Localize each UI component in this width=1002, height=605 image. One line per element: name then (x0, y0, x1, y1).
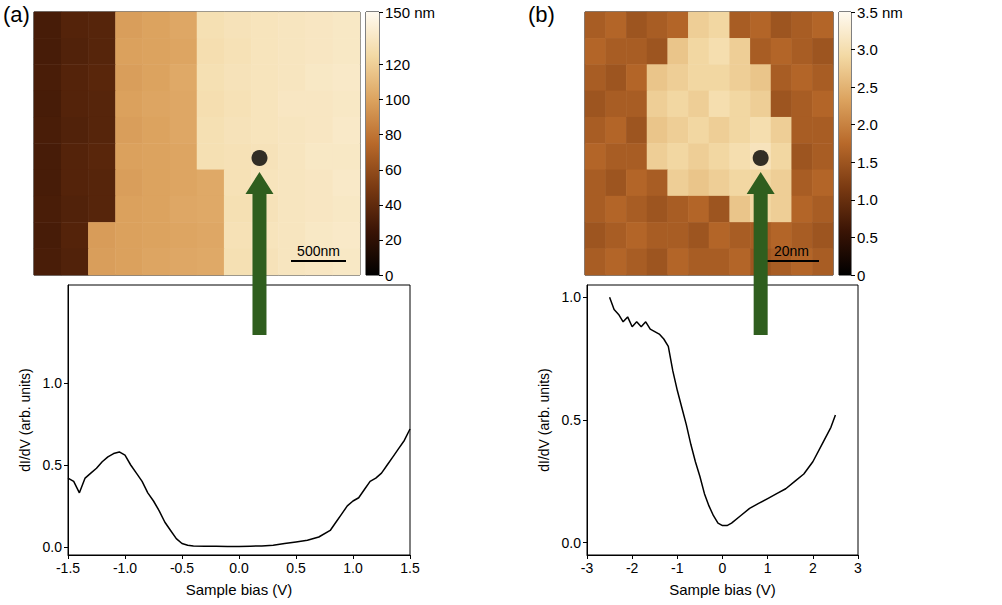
svg-text:500nm: 500nm (297, 243, 340, 259)
svg-text:3.0: 3.0 (857, 41, 878, 58)
svg-text:1.0: 1.0 (857, 191, 878, 208)
svg-text:(b): (b) (528, 2, 555, 27)
svg-text:1.0: 1.0 (43, 375, 63, 391)
svg-text:-1.5: -1.5 (56, 560, 80, 576)
svg-text:Sample bias (V): Sample bias (V) (669, 581, 776, 598)
svg-text:0: 0 (385, 267, 393, 284)
svg-text:0: 0 (719, 560, 727, 576)
svg-text:1.0: 1.0 (562, 289, 582, 305)
svg-text:20: 20 (385, 231, 402, 248)
svg-text:0.5: 0.5 (857, 229, 878, 246)
svg-text:dI/dV (arb. units): dI/dV (arb. units) (536, 368, 552, 472)
svg-text:150 nm: 150 nm (385, 4, 435, 21)
svg-text:-0.5: -0.5 (170, 560, 194, 576)
svg-text:1.0: 1.0 (343, 560, 363, 576)
svg-text:20nm: 20nm (774, 243, 809, 259)
svg-text:2.0: 2.0 (857, 116, 878, 133)
svg-text:3: 3 (854, 560, 862, 576)
svg-text:60: 60 (385, 161, 402, 178)
svg-text:0.0: 0.0 (562, 535, 582, 551)
svg-text:120: 120 (385, 56, 410, 73)
svg-text:-3: -3 (581, 560, 594, 576)
svg-text:-1: -1 (671, 560, 684, 576)
svg-text:0.0: 0.0 (43, 539, 63, 555)
svg-text:2.5: 2.5 (857, 79, 878, 96)
svg-text:2: 2 (809, 560, 817, 576)
svg-text:1.5: 1.5 (400, 560, 420, 576)
svg-text:0.5: 0.5 (286, 560, 306, 576)
svg-text:0.5: 0.5 (562, 412, 582, 428)
svg-text:100: 100 (385, 91, 410, 108)
svg-text:(a): (a) (3, 2, 30, 27)
svg-text:-2: -2 (626, 560, 639, 576)
svg-text:3.5 nm: 3.5 nm (857, 4, 903, 21)
svg-text:1.5: 1.5 (857, 154, 878, 171)
svg-text:80: 80 (385, 126, 402, 143)
svg-text:1: 1 (764, 560, 772, 576)
svg-text:-1.0: -1.0 (113, 560, 137, 576)
svg-text:0.0: 0.0 (229, 560, 249, 576)
svg-text:dI/dV (arb. units): dI/dV (arb. units) (17, 368, 33, 472)
svg-text:0: 0 (857, 267, 865, 284)
svg-text:40: 40 (385, 196, 402, 213)
svg-text:0.5: 0.5 (43, 457, 63, 473)
svg-text:Sample bias (V): Sample bias (V) (186, 581, 293, 598)
